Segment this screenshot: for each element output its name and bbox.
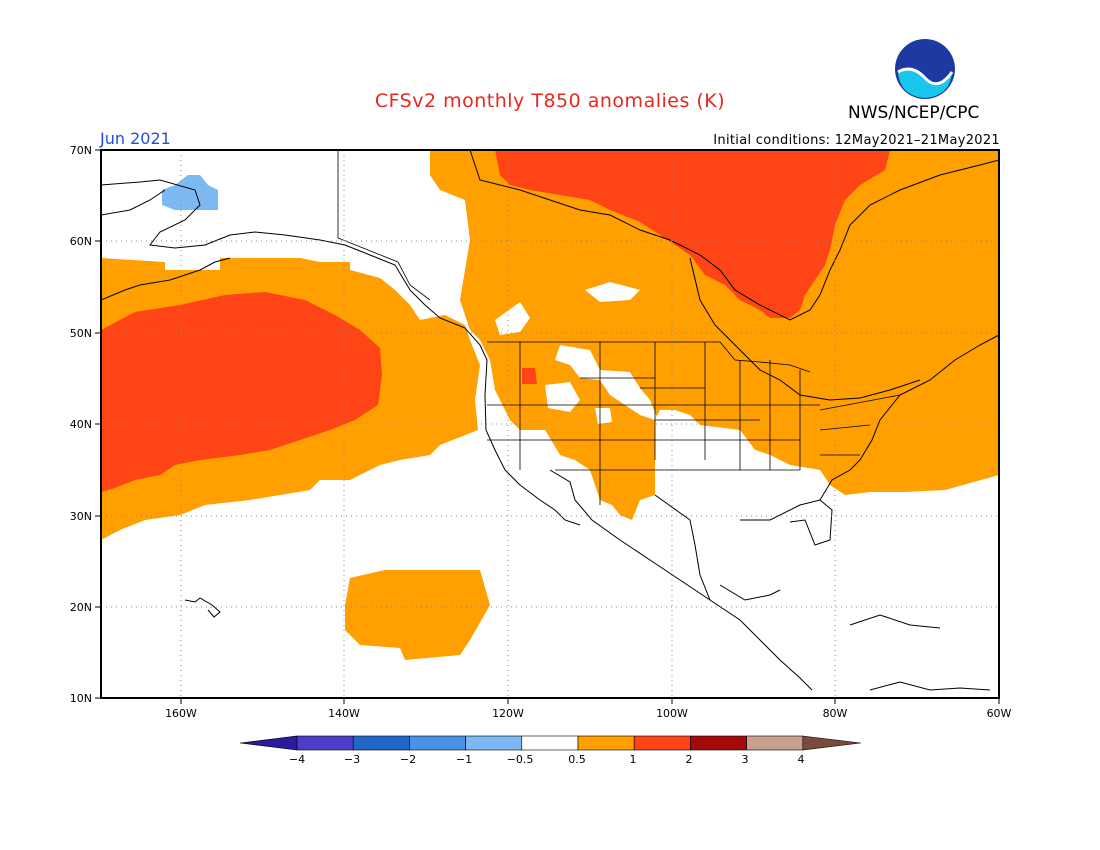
lat-label: 10N	[70, 692, 92, 705]
colorbar-label: −1	[456, 753, 472, 766]
colorbar-arrow-high	[802, 735, 861, 751]
latitude-labels: 70N 60N 50N 40N 30N 20N 10N	[70, 144, 92, 705]
map-title: CFSv2 monthly T850 anomalies (K)	[374, 90, 726, 112]
colorbar-swatch	[633, 735, 691, 751]
colorbar-label: 1	[630, 753, 637, 766]
colorbar	[239, 735, 861, 751]
axis-ticks	[95, 149, 1000, 704]
lon-label: 160W	[165, 707, 197, 720]
colorbar-label: −3	[344, 753, 360, 766]
colorbar-swatch	[521, 735, 579, 751]
coastlines	[101, 150, 999, 691]
lat-label: 20N	[70, 601, 92, 614]
colorbar-label: 0.5	[568, 753, 586, 766]
colorbar-swatch	[409, 735, 466, 751]
colorbar-swatch	[746, 735, 804, 751]
colorbar-swatch	[690, 735, 747, 751]
colorbar-label: 3	[742, 753, 749, 766]
colorbar-label: 4	[798, 753, 805, 766]
noaa-logo: NOAA	[894, 38, 956, 100]
lon-label: 120W	[492, 707, 524, 720]
lat-label: 60N	[70, 235, 92, 248]
anomaly-warm-red	[101, 150, 890, 492]
colorbar-label: 2	[686, 753, 693, 766]
colorbar-swatch	[577, 735, 635, 751]
colorbar-swatch	[352, 735, 410, 751]
lat-label: 50N	[70, 327, 92, 340]
lon-label: 100W	[656, 707, 688, 720]
borders	[337, 150, 901, 505]
colorbar-label: −0.5	[507, 753, 534, 766]
colorbar-swatch	[465, 735, 523, 751]
anomaly-cool-blue	[162, 175, 218, 210]
longitude-labels: 160W 140W 120W 100W 80W 60W	[165, 707, 1011, 720]
initial-conditions: Initial conditions: 12May2021–21May2021	[713, 133, 1000, 148]
anomaly-neutral-holes	[495, 282, 830, 520]
logo-lettering: NOAA	[910, 60, 940, 70]
colorbar-arrow-low	[239, 735, 298, 751]
lat-label: 40N	[70, 418, 92, 431]
lon-label: 140W	[328, 707, 360, 720]
lat-label: 30N	[70, 510, 92, 523]
colorbar-label: −2	[400, 753, 416, 766]
forecast-period: Jun 2021	[100, 129, 171, 148]
anomaly-field	[101, 150, 999, 660]
lon-label: 80W	[823, 707, 848, 720]
colorbar-label: −4	[289, 753, 305, 766]
lon-label: 60W	[987, 707, 1012, 720]
lat-label: 70N	[70, 144, 92, 157]
colorbar-swatch	[296, 735, 354, 751]
agency-label: NWS/NCEP/CPC	[848, 103, 980, 123]
colorbar-labels: −4 −3 −2 −1 −0.5 0.5 1 2 3 4	[289, 753, 805, 766]
